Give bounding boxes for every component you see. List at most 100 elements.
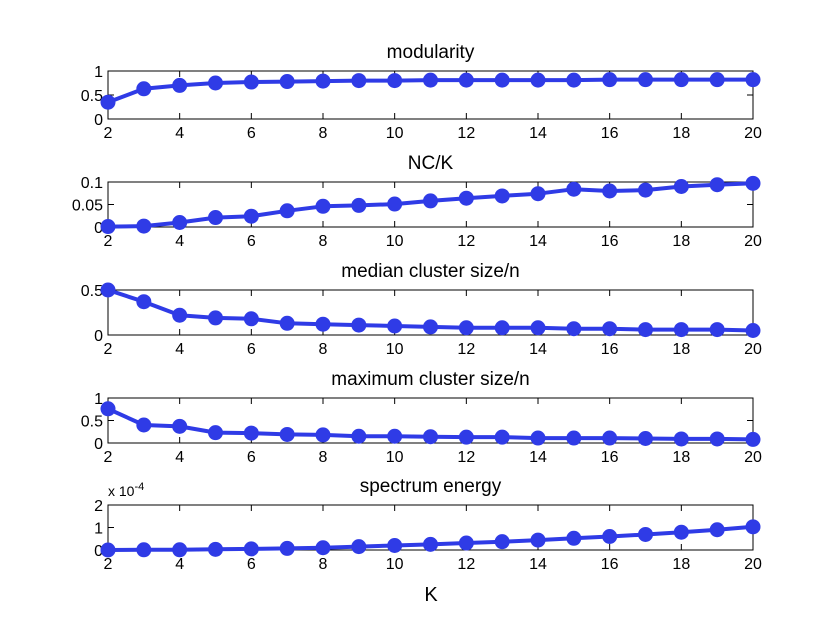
data-point: [745, 519, 761, 535]
x-tick-label: 20: [744, 233, 762, 250]
x-tick-label: 8: [319, 556, 328, 573]
data-point: [100, 542, 116, 558]
data-point: [423, 429, 438, 445]
data-point: [208, 541, 223, 557]
data-point: [602, 72, 618, 88]
data-point: [136, 417, 152, 433]
data-point: [279, 315, 295, 331]
data-point: [494, 320, 510, 336]
data-point: [530, 186, 546, 202]
data-point: [638, 322, 653, 338]
data-point: [387, 73, 403, 89]
x-tick-label: 6: [247, 233, 256, 250]
data-point: [387, 538, 403, 553]
subplot-title: maximum cluster size/n: [331, 369, 530, 390]
y-tick-label: 0: [94, 328, 103, 345]
x-tick-label: 14: [529, 556, 547, 573]
axis-multiplier: x 10-4: [108, 481, 144, 499]
data-point: [494, 72, 510, 88]
data-point: [100, 94, 116, 110]
x-tick-label: 14: [529, 449, 547, 466]
x-tick-label: 10: [386, 341, 404, 358]
x-tick-label: 16: [601, 233, 619, 250]
y-tick-label: 0: [94, 220, 103, 237]
subplot-title: median cluster size/n: [341, 261, 519, 282]
x-tick-label: 16: [601, 341, 619, 358]
subplot-title: spectrum energy: [360, 476, 502, 497]
data-point: [638, 431, 653, 446]
data-point: [458, 429, 474, 445]
data-point: [673, 322, 689, 338]
data-point: [709, 522, 725, 538]
subplot-2: NC/K 2 4 6 8 10 12 14 16 18 20 0 0.05 0.1: [72, 153, 762, 250]
data-point: [243, 74, 259, 90]
y-tick-label: 1: [94, 64, 103, 81]
data-point: [530, 430, 546, 446]
x-tick-label: 6: [247, 449, 256, 466]
y-tick-label: 0.5: [81, 88, 103, 105]
x-tick-label: 12: [457, 341, 475, 358]
x-tick-label: 14: [529, 341, 547, 358]
data-point: [279, 540, 295, 556]
data-point: [745, 175, 761, 191]
data-point: [458, 190, 474, 206]
data-point: [136, 81, 152, 97]
data-point: [566, 181, 582, 197]
data-point: [387, 428, 403, 444]
x-tick-label: 12: [457, 125, 475, 142]
data-point: [602, 183, 618, 199]
data-point: [387, 196, 403, 212]
data-point: [172, 307, 188, 323]
axis-multiplier-exponent: -4: [134, 481, 144, 493]
x-tick-label: 14: [529, 125, 547, 142]
x-tick-label: 4: [175, 233, 184, 250]
data-point: [709, 431, 725, 447]
data-point: [745, 72, 761, 88]
data-point: [279, 74, 295, 90]
x-tick-label: 2: [104, 233, 113, 250]
x-tick-label: 20: [744, 556, 762, 573]
data-point: [638, 72, 653, 88]
x-tick-label: 12: [457, 449, 475, 466]
data-point: [351, 539, 367, 555]
data-point: [709, 72, 725, 88]
data-point: [638, 182, 653, 198]
data-point: [351, 317, 367, 333]
data-point: [673, 524, 689, 540]
x-tick-label: 6: [247, 556, 256, 573]
data-point: [566, 430, 582, 446]
x-tick-label: 16: [601, 125, 619, 142]
data-point: [136, 218, 152, 234]
x-tick-label: 16: [601, 449, 619, 466]
x-tick-label: 2: [104, 556, 113, 573]
y-tick-label: 0: [94, 543, 103, 560]
data-point: [243, 541, 259, 557]
x-tick-label: 2: [104, 125, 113, 142]
data-point: [387, 318, 403, 334]
x-tick-label: 18: [672, 125, 690, 142]
data-point: [602, 430, 618, 446]
y-tick-label: 0.5: [81, 283, 103, 300]
data-point: [172, 77, 188, 93]
y-tick-label: 0: [94, 112, 103, 129]
data-point: [494, 188, 510, 204]
data-point: [458, 72, 474, 88]
x-tick-label: 18: [672, 449, 690, 466]
data-point: [673, 72, 689, 88]
y-tick-label: 0.05: [72, 198, 103, 215]
y-tick-label: 2: [94, 498, 103, 515]
x-tick-label: 8: [319, 341, 328, 358]
data-point: [136, 294, 152, 310]
x-tick-label: 12: [457, 556, 475, 573]
data-point: [243, 311, 259, 327]
data-point: [279, 203, 295, 219]
data-point: [566, 72, 582, 88]
data-point: [208, 75, 223, 91]
data-point: [458, 535, 474, 551]
x-tick-label: 4: [175, 556, 184, 573]
data-point: [243, 425, 259, 441]
subplot-title: modularity: [387, 42, 475, 63]
y-tick-label: 0: [94, 436, 103, 453]
